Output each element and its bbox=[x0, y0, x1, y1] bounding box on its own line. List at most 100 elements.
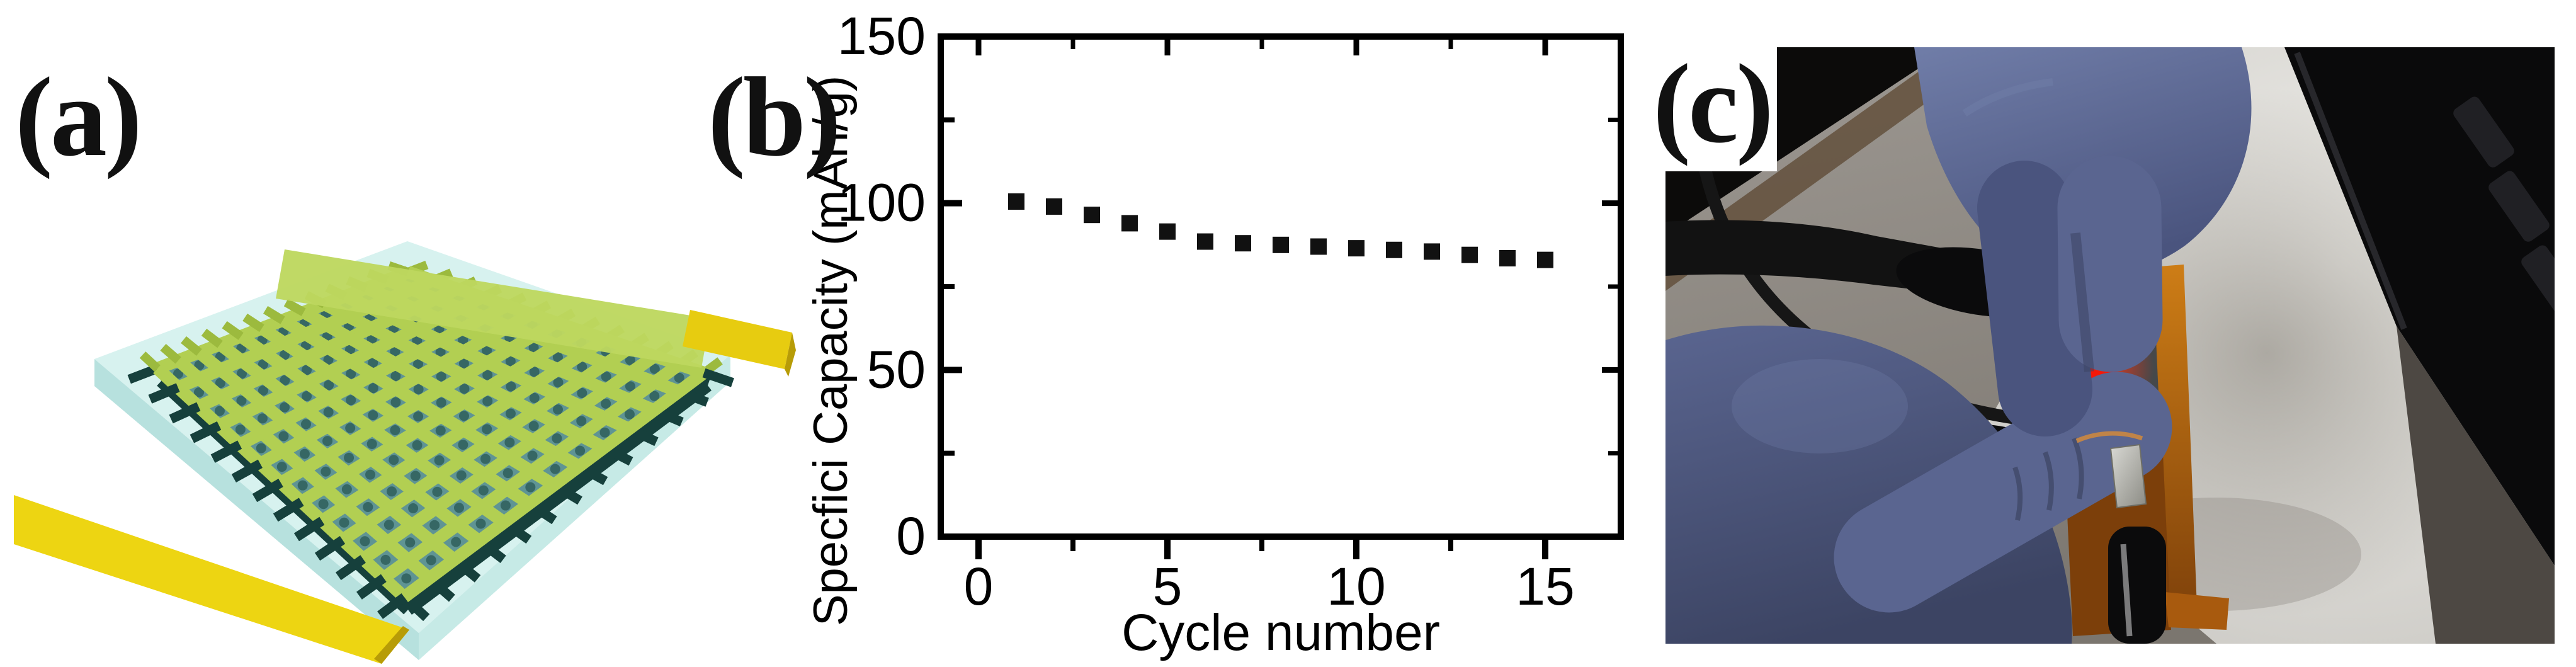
data-point bbox=[1424, 243, 1440, 260]
x-tick-label: 5 bbox=[1153, 557, 1183, 616]
well-node bbox=[529, 392, 540, 403]
well-node bbox=[458, 358, 469, 369]
well-node bbox=[257, 413, 268, 424]
plot-frame bbox=[938, 33, 1624, 540]
data-point bbox=[1197, 233, 1213, 250]
well-node bbox=[339, 517, 349, 528]
well-node bbox=[624, 409, 635, 419]
data-point bbox=[1310, 238, 1327, 255]
lattice-stripe bbox=[400, 367, 708, 603]
well-node bbox=[649, 391, 660, 401]
x-tick-label: 15 bbox=[1516, 557, 1574, 616]
y-tick-label: 100 bbox=[837, 173, 926, 232]
well-node bbox=[500, 500, 511, 511]
well-node bbox=[322, 436, 333, 447]
well-node bbox=[346, 368, 356, 379]
well-node bbox=[408, 503, 419, 514]
well-node bbox=[475, 518, 486, 529]
well-node bbox=[482, 345, 492, 356]
photo-laptop bbox=[2284, 47, 2555, 566]
pillar-tooth bbox=[702, 368, 734, 387]
data-point bbox=[1008, 193, 1024, 210]
pillar-tooth bbox=[252, 479, 283, 503]
well-node bbox=[366, 438, 377, 449]
well-node bbox=[360, 536, 370, 547]
well-node bbox=[256, 443, 266, 453]
well-node bbox=[258, 359, 268, 370]
well-node bbox=[505, 408, 516, 419]
well-node bbox=[429, 520, 440, 530]
well-node bbox=[458, 411, 469, 421]
well-node bbox=[215, 378, 225, 389]
well-node bbox=[390, 425, 400, 436]
well-node bbox=[577, 388, 587, 399]
pillar-tooth bbox=[148, 383, 180, 404]
photo-corner-surface bbox=[2397, 326, 2555, 644]
well-node bbox=[459, 384, 470, 394]
photo-laptop-key bbox=[2453, 96, 2514, 168]
substrate-left-face bbox=[94, 359, 419, 660]
photo-pen-highlight bbox=[2120, 544, 2133, 637]
pillar-tooth bbox=[127, 363, 159, 384]
mesh-finger bbox=[160, 343, 181, 364]
data-point bbox=[1348, 240, 1365, 257]
well-node bbox=[453, 503, 464, 513]
pillar-tooth bbox=[377, 593, 407, 619]
well-node bbox=[323, 355, 334, 365]
well-node bbox=[321, 466, 331, 477]
well-node bbox=[577, 362, 587, 372]
y-axis-title: Specfici Capacity (mAh/g) bbox=[806, 76, 858, 626]
mesh-finger bbox=[181, 336, 202, 356]
data-point bbox=[1499, 250, 1516, 267]
data-point bbox=[1273, 236, 1289, 253]
panel-label-c: (c) bbox=[1653, 41, 1774, 166]
well-node bbox=[390, 371, 401, 382]
glove-upper-index bbox=[1977, 161, 2092, 436]
well-node bbox=[601, 371, 611, 382]
well-node bbox=[506, 381, 516, 392]
well-node bbox=[383, 520, 394, 530]
well-node bbox=[318, 499, 329, 510]
well-node bbox=[649, 363, 660, 374]
well-node bbox=[368, 410, 378, 421]
glove-fold bbox=[2012, 466, 2023, 521]
y-tick-label: 150 bbox=[837, 6, 926, 66]
well-node bbox=[529, 367, 540, 377]
well-node bbox=[625, 355, 635, 365]
well-node bbox=[552, 404, 563, 415]
well-node bbox=[527, 450, 538, 461]
well-node bbox=[390, 397, 401, 408]
well-node bbox=[436, 371, 446, 382]
well-node bbox=[380, 554, 391, 565]
well-node bbox=[299, 448, 310, 459]
well-node bbox=[235, 425, 246, 435]
well-node bbox=[456, 470, 467, 481]
mesh-finger bbox=[283, 299, 306, 316]
well-node bbox=[575, 445, 586, 456]
pillar-stripe bbox=[404, 380, 712, 615]
device-copper-wire bbox=[2075, 431, 2143, 443]
pillar-tooth bbox=[314, 536, 346, 561]
well-node bbox=[436, 397, 446, 408]
well-node bbox=[405, 537, 416, 548]
well-node bbox=[601, 398, 611, 409]
well-node bbox=[368, 357, 378, 368]
gold-contact-tab bbox=[683, 310, 792, 369]
well-node bbox=[341, 484, 352, 494]
data-point bbox=[1386, 241, 1402, 258]
photo-pen bbox=[2108, 527, 2166, 644]
photo-laptop-key bbox=[2521, 245, 2555, 316]
well-node bbox=[363, 502, 373, 513]
glove-upper-thumb bbox=[2057, 156, 2163, 372]
well-node bbox=[279, 402, 290, 413]
well-node bbox=[401, 573, 412, 584]
glove-finger-crease bbox=[2070, 232, 2094, 372]
photo-laptop-bezel bbox=[2294, 52, 2407, 330]
well-node bbox=[482, 396, 493, 406]
pillar-tooth bbox=[335, 555, 366, 581]
data-point bbox=[1461, 246, 1478, 263]
well-node bbox=[389, 455, 399, 465]
well-node bbox=[324, 380, 334, 391]
well-node bbox=[553, 377, 564, 388]
well-node bbox=[625, 381, 635, 392]
